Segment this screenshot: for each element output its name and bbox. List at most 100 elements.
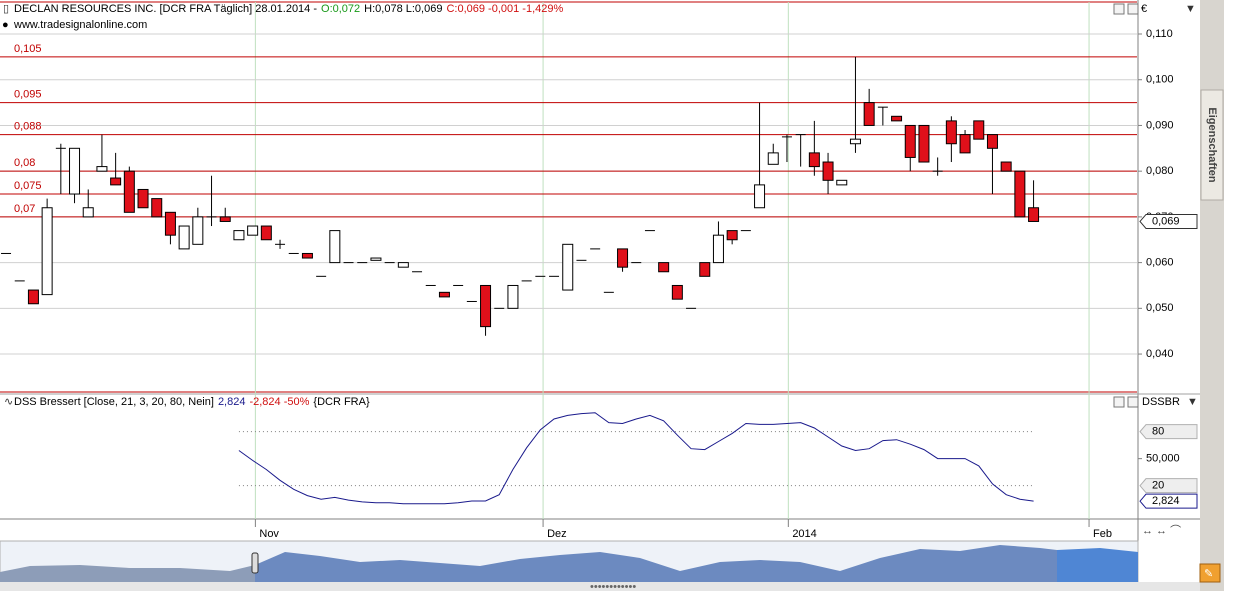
title-part: O:0,072: [321, 3, 360, 15]
settings-button[interactable]: [1199, 563, 1221, 583]
y-tick-label: 0,100: [1146, 74, 1174, 86]
candle-body: [301, 252, 313, 259]
x-tick-label: Nov: [259, 528, 279, 540]
navigator-area: [1057, 548, 1138, 582]
candle-body: [41, 207, 53, 296]
candle-body: [178, 225, 190, 250]
candle-body: [891, 115, 903, 122]
maximize-button[interactable]: [1113, 396, 1125, 408]
candle-body: [808, 152, 820, 168]
navigator-area: [0, 565, 255, 582]
unit-label: €: [1141, 3, 1147, 15]
x-tick-label: Feb: [1093, 528, 1112, 540]
maximize-button[interactable]: [1113, 3, 1125, 15]
candle-body: [754, 184, 766, 209]
level-label: 0,07: [14, 203, 35, 215]
candle-body: [959, 134, 971, 154]
candle-body: [712, 234, 724, 264]
candle-body: [1028, 207, 1040, 222]
side-tab[interactable]: [1200, 89, 1224, 201]
title-part: H:0,078 L:0,069: [364, 3, 442, 15]
level-label: 0,095: [14, 88, 42, 100]
y-tick-label: 0,080: [1146, 165, 1174, 177]
candle-body: [1000, 161, 1012, 172]
candle-body: [329, 230, 341, 264]
legend-label: DSSBR: [1142, 396, 1180, 408]
candle-body: [96, 166, 108, 172]
x-tick-label: Dez: [547, 528, 567, 540]
y-tick-label: 0,040: [1146, 348, 1174, 360]
candle-body: [945, 120, 957, 145]
level-label: 0,08: [14, 157, 35, 169]
candle-body: [1014, 170, 1026, 218]
candle-body: [836, 179, 848, 186]
candle-body: [233, 230, 245, 241]
y-tick-label: 0,060: [1146, 257, 1174, 269]
last-value-label: 2,824: [1152, 495, 1180, 507]
title-part: DECLAN RESOURCES INC. [DCR FRA Täglich] …: [14, 3, 317, 15]
candle-body: [370, 257, 382, 261]
candle-body: [904, 124, 916, 158]
navigator-handle[interactable]: [251, 552, 259, 574]
candle-body: [219, 216, 231, 222]
source: www.tradesignalonline.com: [13, 19, 147, 31]
indicator-icon: ∿: [4, 396, 13, 408]
candle-body: [699, 262, 711, 277]
last-value-label: 0,069: [1152, 215, 1180, 227]
side-tab-label[interactable]: Eigenschaften: [1206, 107, 1218, 182]
y-tick-label: 0,050: [1146, 302, 1174, 314]
candle-body: [82, 207, 94, 218]
candle-body: [986, 134, 998, 149]
indicator-menu[interactable]: ▼: [1187, 396, 1198, 408]
candle-body: [562, 243, 574, 291]
scrollbar-grip: ••••••••••••: [590, 581, 636, 591]
title-part: C:0,069 -0,001 -1,429%: [446, 3, 563, 15]
candle-body: [397, 262, 409, 268]
close-button[interactable]: [1127, 396, 1139, 408]
candle-body: [137, 188, 149, 209]
level-label: 0,105: [14, 43, 42, 55]
chart-title: DSS Bressert [Close, 21, 3, 20, 80, Nein…: [14, 396, 370, 408]
axis-menu[interactable]: ▼: [1185, 3, 1196, 15]
level-tag: [1139, 478, 1198, 494]
candle-body: [260, 225, 272, 241]
candle-body: [918, 124, 930, 163]
candle-body: [849, 138, 861, 145]
candle-body: [438, 291, 450, 298]
candle-body: [27, 289, 39, 305]
candle-body: [123, 170, 135, 213]
candle-body: [767, 152, 779, 165]
candle-body: [726, 230, 738, 241]
chart-title: DECLAN RESOURCES INC. [DCR FRA Täglich] …: [14, 3, 563, 15]
candle-body: [110, 177, 122, 186]
candle-body: [671, 284, 683, 300]
y-tick-label: 0,090: [1146, 119, 1174, 131]
candle-body: [863, 102, 875, 126]
title-part: DSS Bressert [Close, 21, 3, 20, 80, Nein…: [14, 396, 214, 408]
x-tick-label: 2014: [792, 528, 816, 540]
y-tick-label: 50,000: [1146, 453, 1180, 465]
candle-body: [973, 120, 985, 140]
y-tick-label: 0,110: [1146, 28, 1173, 40]
zoom-tools[interactable]: ↔ ↔ ⌒: [1142, 524, 1181, 537]
last-value-tag: [1139, 493, 1198, 509]
title-part: {DCR FRA}: [313, 396, 370, 408]
candle-body: [69, 147, 81, 195]
chart-icon[interactable]: ▯: [3, 3, 9, 15]
candle-body: [164, 211, 176, 236]
indicator-line: [238, 412, 1034, 505]
side-panel: [1200, 0, 1224, 591]
level-label: 20: [1152, 480, 1164, 492]
candle-body: [247, 225, 259, 236]
candle-body: [192, 216, 204, 245]
source-icon: ●: [2, 19, 9, 31]
title-part: 2,824: [218, 396, 246, 408]
candle-body: [658, 262, 670, 273]
settings-icon[interactable]: ✎: [1204, 568, 1213, 580]
level-label: 0,088: [14, 120, 42, 132]
close-button[interactable]: [1127, 3, 1139, 15]
scrollbar[interactable]: [0, 582, 1200, 591]
level-tag: [1139, 424, 1198, 440]
